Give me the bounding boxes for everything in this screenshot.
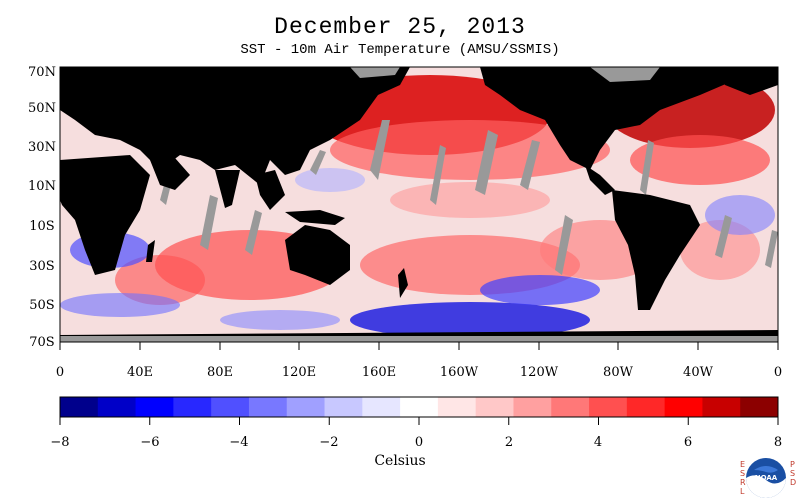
lon-label: 40E [127,365,153,380]
lat-label: 10N [28,179,56,194]
lat-label: 30S [29,259,54,274]
colorbar-swatch [626,397,666,417]
ice-regions [60,67,778,342]
lon-label: 120E [282,365,316,380]
lon-label: 40W [683,365,714,380]
colorbar-swatch [475,397,514,417]
map-plot-area [60,67,778,342]
colorbar-label: Celsius [374,453,426,469]
colorbar-swatch [97,397,137,417]
lon-label: 120W [520,365,559,380]
longitude-ticks [59,342,779,350]
latitude-axis: 70N 50N 30N 10N 10S 30S 50S 70S [28,65,56,350]
lat-label: 30N [28,140,56,155]
lon-label: 0 [56,365,64,380]
colorbar-tick-label: −8 [50,435,69,450]
map-title: December 25, 2013 [274,14,526,40]
colorbar-swatch [135,397,174,417]
colorbar-tick-label: −4 [229,435,248,450]
noaa-logo: NOAA [736,456,796,500]
colorbar-tick-label: −2 [319,435,338,450]
map-frame [59,66,779,343]
colorbar-swatch [60,397,99,417]
lat-label: 50N [28,101,56,116]
map-subtitle: SST - 10m Air Temperature (AMSU/SSMIS) [240,42,560,58]
colorbar-swatch [702,397,741,417]
colorbar-swatch [400,397,439,417]
colorbar [60,397,779,417]
colorbar-ticks [59,417,779,425]
lon-label: 80E [207,365,233,380]
colorbar-swatch [173,397,212,417]
colorbar-swatch [437,397,477,417]
colorbar-swatch [589,397,628,417]
lon-label: 80W [603,365,634,380]
lat-label: 10S [29,219,54,234]
colorbar-tick-label: 2 [505,435,513,450]
noaa-logo-icon: NOAA [746,458,786,498]
colorbar-tick-label: 8 [774,435,782,450]
lat-label: 50S [29,298,54,313]
colorbar-tick-label: 6 [684,435,692,450]
lon-label: 160W [440,365,479,380]
longitude-axis: 0 40E 80E 120E 160E 160W 120W 80W 40W 0 [56,365,782,380]
colorbar-swatch [664,397,703,417]
colorbar-tick-labels: −8 −6 −4 −2 0 2 4 6 8 [50,435,782,450]
colorbar-swatch [248,397,288,417]
lon-label: 0 [774,365,782,380]
colorbar-tick-label: 0 [415,435,423,450]
land-masses [60,67,778,342]
lat-label: 70N [28,65,56,80]
lon-label: 160E [362,365,396,380]
colorbar-tick-label: −6 [140,435,159,450]
noaa-logo-text: NOAA [755,474,778,482]
colorbar-swatch [362,397,401,417]
colorbar-tick-label: 4 [594,435,602,450]
colorbar-swatch [324,397,363,417]
colorbar-swatch [286,397,326,417]
colorbar-swatch [211,397,250,417]
missing-data-swaths [160,120,778,275]
colorbar-swatch [513,397,552,417]
colorbar-swatch [740,397,779,417]
lat-label: 70S [29,335,54,350]
colorbar-swatch [551,397,590,417]
